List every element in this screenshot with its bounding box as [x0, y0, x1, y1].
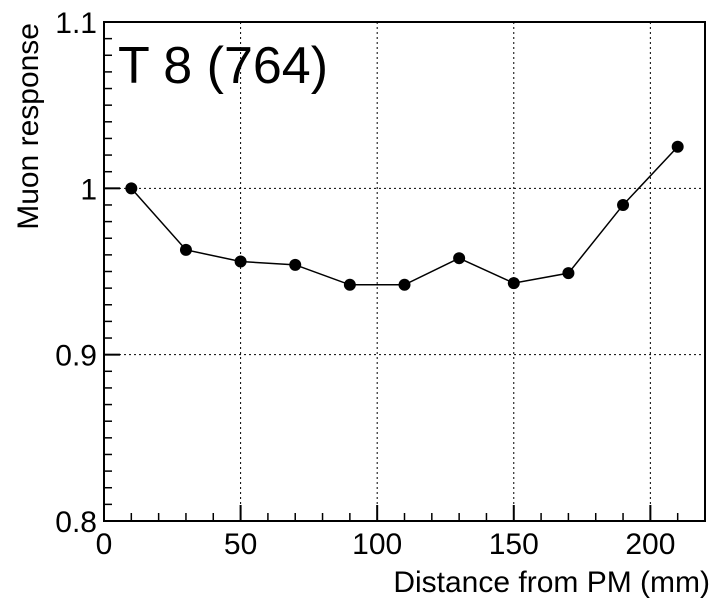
y-tick-label: 0.9 [55, 340, 97, 373]
x-tick-label: 150 [489, 528, 539, 561]
plot-frame [103, 21, 706, 522]
data-point [507, 277, 520, 290]
x-axis-title: Distance from PM (mm) [393, 566, 710, 599]
data-point [398, 278, 411, 291]
data-point [125, 182, 138, 195]
data-point [289, 258, 302, 271]
data-point [179, 243, 192, 256]
y-tick-label: 0.8 [55, 506, 97, 539]
y-tick-label: 1.1 [55, 7, 97, 40]
series-line [130, 146, 679, 286]
data-point [617, 198, 630, 211]
data-point [671, 140, 684, 153]
data-point [343, 278, 356, 291]
x-tick-label: 50 [224, 528, 257, 561]
axis-ticks [103, 21, 679, 522]
tick-labels: 0 50 100 150 200 0.8 0.9 1 1.1 [55, 7, 675, 561]
x-tick-label: 0 [96, 528, 113, 561]
data-point [453, 252, 466, 265]
x-tick-label: 100 [352, 528, 402, 561]
grid [104, 22, 705, 521]
chart-title: T 8 (764) [118, 37, 328, 95]
y-tick-label: 1 [80, 173, 97, 206]
x-tick-label: 200 [625, 528, 675, 561]
data-point [234, 255, 247, 268]
y-axis-title: Muon response [12, 23, 45, 230]
series-layer [125, 140, 684, 291]
data-point [562, 267, 575, 280]
